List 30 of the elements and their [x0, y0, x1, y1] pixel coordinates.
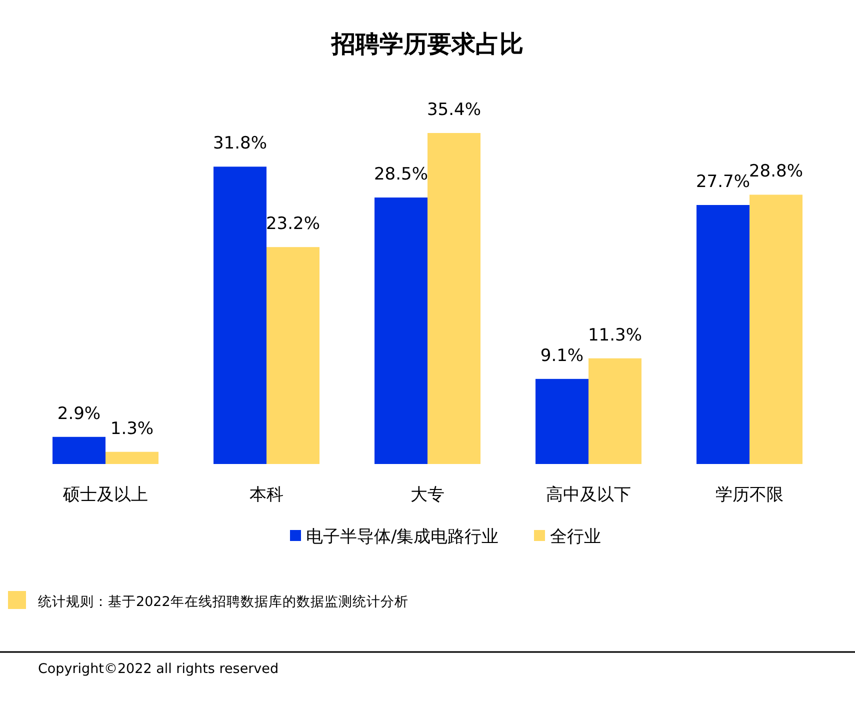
data-label: 28.5%: [374, 164, 428, 185]
x-tick-label: 大专: [410, 485, 444, 505]
data-label: 31.8%: [212, 134, 268, 154]
x-tick-label: 高中及以下: [546, 485, 631, 505]
bar: [428, 133, 480, 464]
data-label: 9.1%: [540, 346, 584, 366]
x-tick-label: 学历不限: [716, 485, 784, 505]
bar: [214, 166, 266, 464]
legend-label: 全行业: [550, 527, 601, 547]
chart-title: 招聘学历要求占比: [330, 30, 524, 58]
data-label: 35.4%: [426, 100, 482, 120]
text: Copyright©2022 all rights reserved: [38, 661, 279, 677]
data-label: 1.3%: [110, 418, 154, 439]
data-label: 11.3%: [588, 325, 642, 346]
data-label: 28.8%: [748, 162, 804, 182]
bar: [106, 452, 158, 464]
data-label: 23.2%: [266, 214, 320, 234]
x-tick-label: 本科: [250, 485, 284, 505]
data-label: 2.9%: [57, 404, 101, 424]
bar: [696, 204, 750, 464]
bar: [536, 378, 588, 464]
legend-label: 电子半导体/集成电路行业: [306, 527, 499, 547]
bar: [750, 194, 802, 464]
bar: [374, 198, 428, 464]
bar: [266, 247, 320, 464]
x-tick-label: 硕士及以上: [62, 485, 148, 505]
bar: [52, 436, 106, 464]
data-label: 27.7%: [696, 172, 750, 192]
bar: [588, 358, 642, 464]
text: 统计规则：基于2022年在线招聘数据库的数据监测统计分析: [38, 594, 408, 610]
